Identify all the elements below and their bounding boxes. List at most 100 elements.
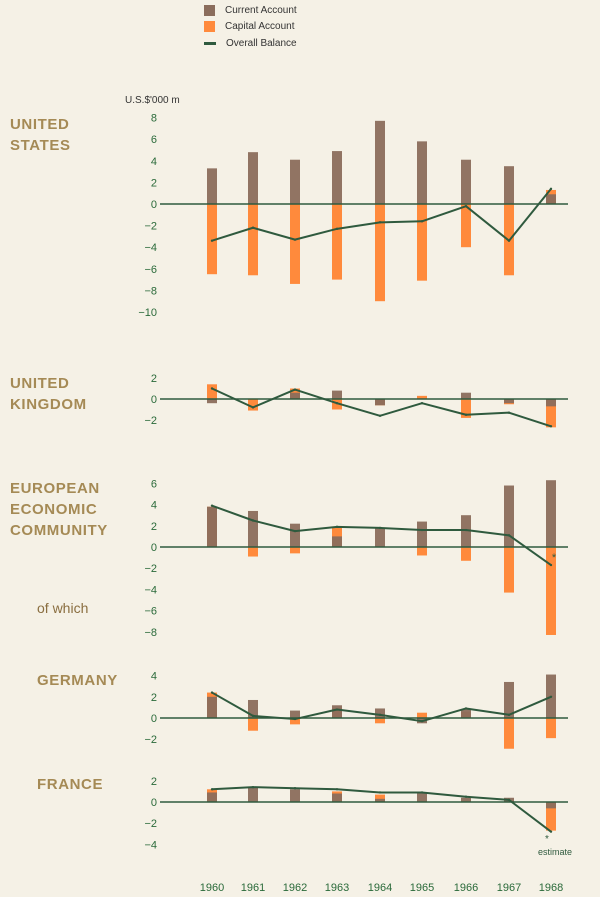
- current-account-bar: [248, 787, 258, 802]
- y-tick-label: −2: [144, 221, 157, 233]
- estimate-asterisk: *: [545, 834, 549, 845]
- y-tick-label: −10: [138, 307, 157, 319]
- overall-balance-point: [420, 528, 424, 532]
- overall-balance-point: [293, 717, 297, 721]
- overall-balance-point: [420, 402, 424, 405]
- capital-account-bar: [417, 712, 427, 718]
- current-account-bar: [248, 510, 258, 547]
- capital-account-bar: [417, 395, 427, 399]
- overall-balance-point: [507, 411, 511, 414]
- overall-balance-point: [335, 708, 339, 711]
- current-account-bar: [248, 152, 258, 204]
- overall-balance-point: [464, 528, 468, 532]
- overall-balance-point: [507, 534, 511, 537]
- overall-balance-point: [210, 239, 214, 242]
- overall-balance-point: [420, 220, 424, 223]
- overall-balance-point: [378, 221, 382, 224]
- x-tick-label: 1963: [325, 882, 349, 894]
- capital-account-bar: [546, 802, 556, 831]
- current-account-bar: [290, 710, 300, 718]
- overall-balance-point: [293, 388, 297, 391]
- overall-balance-point: [549, 187, 553, 191]
- legend-overall-label: Overall Balance: [226, 37, 297, 49]
- overall-balance-point: [378, 713, 382, 717]
- current-account-bar: [461, 392, 471, 399]
- units-label: U.S.$'000 m: [125, 95, 180, 106]
- capital-account-bar: [461, 204, 471, 248]
- current-account-bar: [290, 789, 300, 802]
- current-account-bar: [207, 696, 217, 718]
- capital-account-bar: [375, 794, 385, 802]
- y-tick-label: 2: [151, 177, 157, 189]
- x-tick-label: 1960: [200, 882, 224, 894]
- capital-account-bar: [332, 204, 342, 280]
- panel-united-states: 8 6 4 2 0 −2 −4 −6 −8 −10: [138, 113, 568, 319]
- y-tick-label: −4: [144, 242, 157, 254]
- overall-balance-point: [549, 425, 553, 428]
- y-tick-label: 4: [151, 156, 157, 168]
- capital-account-bar: [417, 547, 427, 556]
- y-tick-label: −2: [144, 818, 157, 830]
- overall-balance-point: [210, 387, 214, 390]
- x-tick-label: 1966: [454, 882, 478, 894]
- overall-balance-point: [549, 563, 553, 567]
- current-account-bar: [207, 792, 217, 802]
- legend-item-current: Current Account: [204, 2, 297, 19]
- current-account-bar: [290, 392, 300, 399]
- country-title-united-kingdom: UNITED KINGDOM: [10, 375, 87, 413]
- y-tick-label: −8: [144, 627, 157, 639]
- current-account-bar: [248, 699, 258, 718]
- overall-balance-point: [335, 525, 339, 529]
- y-tick-label: 6: [151, 478, 157, 490]
- x-tick-label: 1961: [241, 882, 265, 894]
- y-tick-label: 0: [151, 542, 157, 554]
- overall-balance-point: [549, 695, 553, 698]
- overall-balance-point: [251, 519, 255, 522]
- capital-account-bar: [207, 384, 217, 399]
- eec-estimate-asterisk: *: [552, 552, 557, 564]
- overall-balance-swatch: [204, 41, 216, 45]
- capital-account-bar: [290, 204, 300, 284]
- overall-balance-point: [378, 414, 382, 417]
- overall-balance-point: [507, 798, 511, 802]
- y-tick-label: 4: [151, 671, 157, 683]
- overall-balance-point: [210, 691, 214, 694]
- current-account-bar: [332, 536, 342, 547]
- y-tick-label: 4: [151, 500, 157, 512]
- capital-account-bar: [504, 718, 514, 749]
- y-tick-label: 6: [151, 134, 157, 146]
- overall-balance-point: [251, 406, 255, 409]
- current-account-bar: [207, 399, 217, 404]
- y-tick-label: 2: [151, 373, 157, 385]
- y-tick-label: 0: [151, 797, 157, 809]
- y-tick-label: 0: [151, 394, 157, 406]
- y-tick-label: 2: [151, 521, 157, 533]
- current-account-bar: [504, 681, 514, 718]
- overall-balance-point: [464, 413, 468, 416]
- x-tick-label: 1965: [410, 882, 434, 894]
- capital-account-bar: [248, 204, 258, 276]
- y-tick-label: 2: [151, 692, 157, 704]
- overall-balance-point: [251, 714, 255, 718]
- capital-account-bar: [375, 718, 385, 724]
- legend-current-label: Current Account: [225, 4, 297, 16]
- capital-account-bar: [207, 204, 217, 275]
- overall-balance-point: [507, 239, 511, 242]
- panel-france: 2 0 −2 −4: [144, 776, 568, 851]
- x-tick-label: 1968: [539, 882, 563, 894]
- y-tick-label: −2: [144, 415, 157, 427]
- current-account-bar: [504, 485, 514, 547]
- overall-balance-point: [293, 238, 297, 241]
- current-account-bar: [546, 399, 556, 407]
- current-account-bar: [290, 159, 300, 204]
- current-account-bar: [546, 802, 556, 809]
- current-account-bar: [461, 159, 471, 204]
- overall-balance-point: [335, 788, 339, 791]
- overall-balance-point: [420, 719, 424, 723]
- current-account-bar: [546, 194, 556, 204]
- current-account-bar: [546, 480, 556, 547]
- overall-balance-point: [507, 713, 511, 717]
- current-account-bar: [332, 793, 342, 802]
- y-tick-label: −2: [144, 734, 157, 746]
